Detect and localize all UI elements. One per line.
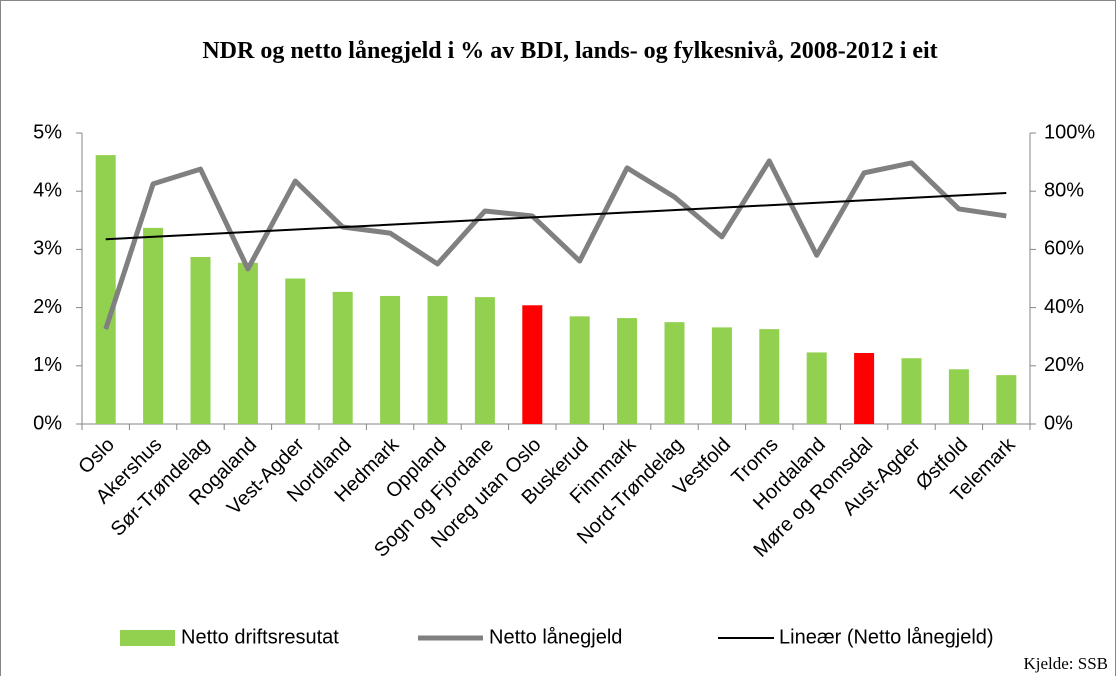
y2-tick-label: 60% [1044,238,1084,260]
legend-swatch [120,630,175,646]
bar [664,322,685,424]
chart-title: NDR og netto lånegjeld i % av BDI, lands… [202,38,938,64]
y2-tick-label: 20% [1044,354,1084,376]
legend-label: Netto driftsresutat [181,626,339,648]
bar [617,318,638,424]
bar [332,291,353,424]
y2-tick-label: 100% [1044,121,1095,143]
y2-tick-label: 40% [1044,296,1084,318]
bar [569,316,590,424]
line-series [103,158,1007,330]
source-note: Kjelde: SSB [1023,654,1108,673]
bar [95,155,116,424]
bar [901,358,922,424]
y2-tick-label: 0% [1044,412,1073,434]
bar [237,262,258,424]
bar [711,327,732,424]
y-tick-label: 0% [33,412,62,434]
y-tick-label: 3% [33,238,62,260]
y-tick-label: 2% [33,296,62,318]
legend-label: Netto lånegjeld [489,626,622,648]
bar [522,305,543,424]
legend-label: Lineær (Netto lånegjeld) [779,626,994,648]
bar [854,352,875,424]
bar [427,295,448,424]
bar [806,352,827,424]
bar [474,297,495,424]
bar [996,375,1017,424]
bar [380,295,401,424]
bar [143,227,164,424]
y2-tick-label: 80% [1044,179,1084,201]
y-tick-label: 4% [33,179,62,201]
bar [759,329,780,424]
trend-line [105,192,1007,241]
y-tick-label: 1% [33,354,62,376]
bar [285,278,306,424]
y-tick-label: 5% [33,121,62,143]
bar [948,369,969,424]
bar [190,256,211,424]
